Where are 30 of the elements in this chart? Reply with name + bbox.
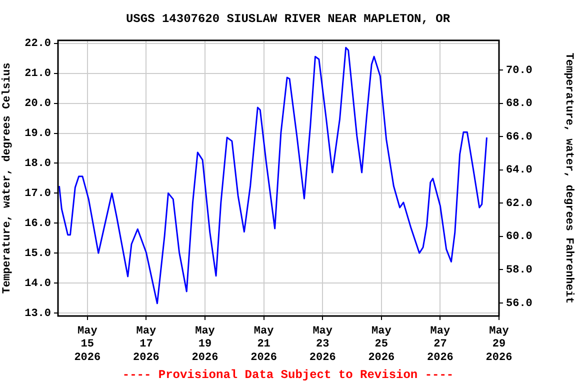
- y2-tick-label: 62.0: [506, 198, 532, 210]
- y2-tick-label: 70.0: [506, 64, 532, 77]
- y2-tick-label: 68.0: [506, 98, 532, 110]
- y-tick-label: 17.0: [24, 188, 51, 200]
- x-tick-label: May 15 2026: [74, 325, 101, 364]
- y-tick-label: 20.0: [24, 98, 51, 110]
- y2-tick-label: 64.0: [506, 164, 532, 177]
- x-tick-label: May 29 2026: [486, 325, 512, 364]
- y2-tick-label: 66.0: [506, 131, 532, 144]
- y2-tick-label: 56.0: [506, 298, 532, 310]
- x-tick-label: May 25 2026: [368, 325, 395, 364]
- y-tick-label: 22.0: [24, 38, 51, 50]
- chart-title: USGS 14307620 SIUSLAW RIVER NEAR MAPLETON, OR: [126, 12, 451, 26]
- text: ---- Provisional Data Subject to Revision ----: [122, 368, 454, 382]
- y-tick-label: 18.0: [24, 158, 51, 170]
- x-tick-label: May 27 2026: [426, 325, 454, 364]
- y-tick-label: 14.0: [24, 278, 51, 290]
- y-axis-title: Temperature, water, degrees Celsius: [1, 62, 14, 294]
- y-tick-label: 13.0: [24, 308, 51, 320]
- y-tick-label: 21.0: [24, 68, 51, 80]
- y2-tick-label: 60.0: [506, 231, 532, 244]
- x-tick-label: May 17 2026: [132, 325, 160, 364]
- x-tick-label: May 21 2026: [250, 325, 278, 364]
- x-tick-label: May 23 2026: [309, 325, 336, 364]
- y-tick-label: 15.0: [24, 248, 51, 260]
- y2-tick-label: 58.0: [506, 264, 532, 276]
- x-tick-label: May 19 2026: [192, 325, 218, 364]
- y-tick-label: 16.0: [24, 218, 51, 230]
- y-tick-label: 19.0: [24, 128, 51, 140]
- y2-axis-title: Temperature, water, degrees Fahrenheit: [562, 52, 575, 304]
